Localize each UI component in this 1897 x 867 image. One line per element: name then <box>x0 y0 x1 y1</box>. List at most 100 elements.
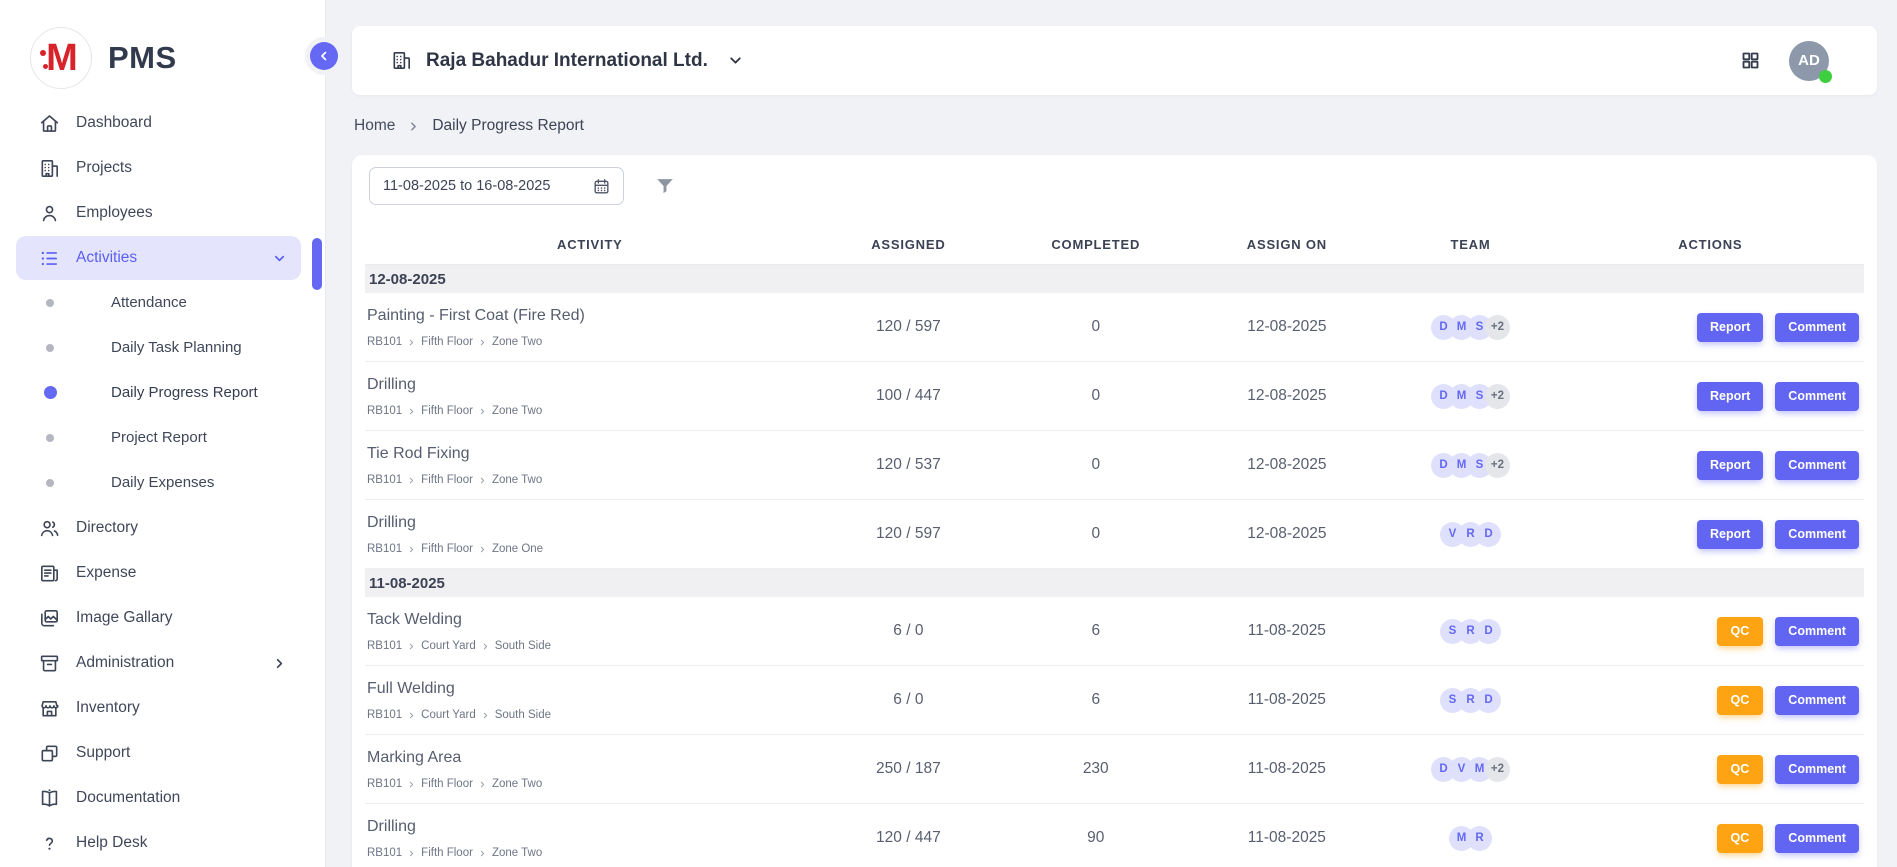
table-header-row: ACTIVITY ASSIGNED COMPLETED ASSIGN ON TEAM AC… <box>365 225 1864 265</box>
team-cell: D V M +2 <box>1384 756 1556 782</box>
sidebar-item-label: Inventory <box>76 699 140 716</box>
report-button[interactable]: Report <box>1697 519 1764 549</box>
sidebar-nav: Dashboard Projects Employees Activities Atte… <box>0 100 325 865</box>
logo-mark: M <box>30 27 92 89</box>
comment-button[interactable]: Comment <box>1775 616 1859 646</box>
sidebar-item-image-gallary[interactable]: Image Gallary <box>16 596 301 640</box>
column-header-assigned: ASSIGNED <box>871 237 946 252</box>
sidebar-item-projects[interactable]: Projects <box>16 146 301 190</box>
report-button[interactable]: Report <box>1697 312 1764 342</box>
team-member-avatar[interactable]: R <box>1466 825 1492 851</box>
comment-button[interactable]: Comment <box>1775 519 1859 549</box>
completed-cell: 6 <box>1091 622 1101 639</box>
qc-button[interactable]: QC <box>1716 616 1764 646</box>
path-segment: Zone Two <box>491 473 543 486</box>
sidebar-subitem-daily-expenses[interactable]: Daily Expenses <box>0 460 325 505</box>
actions-cell: QC Comment <box>1557 754 1864 784</box>
chevron-right-icon <box>272 656 287 671</box>
comment-button[interactable]: Comment <box>1775 312 1859 342</box>
comment-button[interactable]: Comment <box>1775 685 1859 715</box>
sidebar-item-inventory[interactable]: Inventory <box>16 686 301 730</box>
progress-table: ACTIVITY ASSIGNED COMPLETED ASSIGN ON TEAM AC… <box>365 225 1864 867</box>
assign-on-cell: 12-08-2025 <box>1247 456 1327 473</box>
sidebar-item-help-desk[interactable]: Help Desk <box>16 821 301 865</box>
report-button[interactable]: Report <box>1697 450 1764 480</box>
sidebar-item-expense[interactable]: Expense <box>16 551 301 595</box>
sidebar-collapse-button[interactable] <box>310 42 338 70</box>
qc-button[interactable]: QC <box>1716 823 1764 853</box>
table-row: Tie Rod Fixing RB101 Fifth Floor Zone Two 12… <box>365 431 1864 500</box>
comment-button[interactable]: Comment <box>1775 823 1859 853</box>
activity-cell: Full Welding RB101 Court Yard South Side <box>365 679 815 722</box>
chevron-right-icon <box>481 711 490 720</box>
team-overflow-badge[interactable]: +2 <box>1484 383 1510 409</box>
path-segment: South Side <box>494 639 551 652</box>
report-button[interactable]: Report <box>1697 381 1764 411</box>
completed-cell: 6 <box>1091 691 1101 708</box>
breadcrumb-home[interactable]: Home <box>354 117 396 134</box>
chevron-right-icon <box>407 849 416 858</box>
sidebar-item-label: Directory <box>76 519 139 536</box>
qc-button[interactable]: QC <box>1716 685 1764 715</box>
activity-title: Painting - First Coat (Fire Red) <box>367 306 585 324</box>
completed-cell: 0 <box>1091 318 1101 335</box>
top-bar: Raja Bahadur International Ltd. AD <box>352 26 1877 95</box>
comment-button[interactable]: Comment <box>1775 450 1859 480</box>
table-row: Drilling RB101 Fifth Floor Zone Two 100 / 44… <box>365 362 1864 431</box>
completed-cell: 0 <box>1091 525 1101 542</box>
team-member-avatar[interactable]: D <box>1475 521 1501 547</box>
sidebar-item-label: Activities <box>76 249 138 266</box>
filter-funnel-icon[interactable] <box>654 175 676 197</box>
team-cell: D M S +2 <box>1384 314 1556 340</box>
sidebar-item-administration[interactable]: Administration <box>16 641 301 685</box>
home-icon <box>38 112 61 135</box>
team-overflow-badge[interactable]: +2 <box>1484 756 1510 782</box>
team-overflow-badge[interactable]: +2 <box>1484 452 1510 478</box>
app-logo[interactable]: M PMS <box>30 27 177 89</box>
sidebar-item-employees[interactable]: Employees <box>16 191 301 235</box>
sidebar-item-label: Support <box>76 744 131 761</box>
team-member-avatar[interactable]: D <box>1475 687 1501 713</box>
comment-button[interactable]: Comment <box>1775 381 1859 411</box>
sidebar-item-activities[interactable]: Activities <box>16 236 301 280</box>
apps-grid-icon[interactable] <box>1740 50 1761 71</box>
path-segment: RB101 <box>367 777 403 790</box>
sidebar-item-label: Expense <box>76 564 137 581</box>
sidebar-item-support[interactable]: Support <box>16 731 301 775</box>
sidebar-item-documentation[interactable]: Documentation <box>16 776 301 820</box>
team-member-avatar[interactable]: D <box>1475 618 1501 644</box>
sidebar-subitem-daily-task-planning[interactable]: Daily Task Planning <box>0 325 325 370</box>
sidebar-subitem-attendance[interactable]: Attendance <box>0 280 325 325</box>
archive-icon <box>38 652 61 675</box>
chevron-right-icon <box>478 407 487 416</box>
actions-cell: Report Comment <box>1557 381 1864 411</box>
sidebar-item-directory[interactable]: Directory <box>16 506 301 550</box>
sidebar-subitem-daily-progress-report[interactable]: Daily Progress Report <box>0 370 325 415</box>
comment-button[interactable]: Comment <box>1775 754 1859 784</box>
user-avatar[interactable]: AD <box>1789 40 1832 83</box>
online-status-dot <box>1819 69 1832 83</box>
sidebar-item-dashboard[interactable]: Dashboard <box>16 101 301 145</box>
active-section-indicator <box>312 238 322 290</box>
chevron-right-icon <box>478 780 487 789</box>
date-range-input[interactable]: 11-08-2025 to 16-08-2025 <box>369 167 624 205</box>
assign-on-cell: 11-08-2025 <box>1247 760 1326 777</box>
table-group-header: 12-08-2025 <box>365 265 1864 293</box>
path-segment: RB101 <box>367 404 403 417</box>
sidebar-subitem-label: Daily Expenses <box>111 474 215 491</box>
completed-cell: 0 <box>1091 456 1101 473</box>
activity-title: Tie Rod Fixing <box>367 444 470 462</box>
qc-button[interactable]: QC <box>1716 754 1764 784</box>
breadcrumb-current: Daily Progress Report <box>432 117 584 134</box>
assigned-cell: 6 / 0 <box>893 622 924 639</box>
activity-cell: Painting - First Coat (Fire Red) RB101 Fif… <box>365 306 815 349</box>
team-overflow-badge[interactable]: +2 <box>1484 314 1510 340</box>
dot-icon <box>46 343 54 352</box>
company-selector[interactable]: Raja Bahadur International Ltd. <box>390 49 744 72</box>
path-segment: Court Yard <box>421 639 476 652</box>
sidebar-subitem-project-report[interactable]: Project Report <box>0 415 325 460</box>
activity-cell: Tack Welding RB101 Court Yard South Side <box>365 610 815 653</box>
assign-on-cell: 11-08-2025 <box>1247 691 1326 708</box>
sidebar-item-label: Employees <box>76 204 153 221</box>
